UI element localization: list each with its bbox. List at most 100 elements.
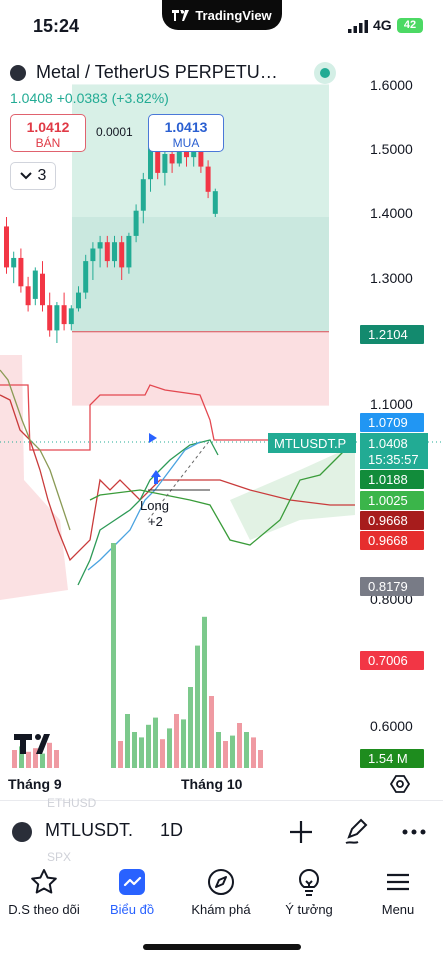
candle-body (25, 286, 31, 306)
nav-watchlist[interactable]: D.S theo dõi (0, 868, 88, 917)
tradingview-watermark-icon (14, 734, 50, 754)
last-price-badge (360, 433, 428, 469)
nav-explore-label: Khám phá (191, 902, 251, 917)
nav-ideas[interactable]: Ý tưởng (265, 868, 353, 917)
battery-icon: 42 (397, 18, 423, 33)
price-axis-tick: 1.5000 (370, 141, 413, 157)
volume-bar (139, 737, 144, 768)
volume-bar (237, 723, 242, 768)
price-axis-tick: 1.4000 (370, 205, 413, 221)
price-axis-badge-text: 0.8179 (368, 579, 408, 594)
candle-body (176, 144, 182, 164)
tradingview-logo-icon (172, 9, 190, 21)
volume-bar (230, 735, 235, 768)
tradingview-app-name: TradingView (195, 7, 272, 23)
lightbulb-icon (298, 869, 320, 896)
volume-bar (181, 719, 186, 768)
last-price: 1.0408 (10, 90, 53, 106)
price-chart[interactable]: Long+21.60001.50001.40001.30001.10000.80… (0, 50, 443, 800)
volume-bar (111, 543, 116, 768)
candle-body (76, 292, 81, 309)
ghost-symbol-top: ETHUSD (47, 796, 97, 810)
candle-body (162, 154, 168, 173)
nav-chart-label: Biểu đồ (109, 902, 155, 917)
volume-bar (33, 748, 38, 768)
price-axis-badge (360, 749, 424, 768)
candle-body (126, 235, 132, 268)
candle-body (104, 242, 110, 262)
volume-bar (174, 714, 179, 768)
volume-bar (47, 742, 52, 768)
price-axis-badge (360, 577, 424, 596)
price-axis-tick: 1.6000 (370, 77, 413, 93)
candle-body (18, 257, 24, 287)
buy-price: 1.0413 (164, 119, 208, 135)
tradingview-pill: TradingView (162, 0, 282, 30)
nav-chart[interactable]: Biểu đồ (88, 868, 176, 917)
cloud-green-area (230, 445, 355, 540)
volume-bar (160, 739, 165, 768)
price-change: +0.0383 (+3.82%) (56, 90, 169, 106)
price-axis-tick: 1.3000 (370, 270, 413, 286)
volume-bar (195, 645, 200, 768)
volume-bar (244, 732, 249, 768)
price-axis-badge-text: 1.0188 (368, 472, 408, 487)
buy-button[interactable]: 1.0413 MUA (148, 114, 224, 152)
candle-body (155, 135, 161, 173)
volume-bar (251, 737, 256, 768)
nav-explore[interactable]: Khám phá (177, 868, 265, 917)
toolbar-symbol-logo-icon (12, 822, 32, 842)
network-type: 4G (373, 17, 392, 33)
price-axis-badge (360, 531, 424, 550)
time-axis-label-sep: Tháng 9 (8, 776, 62, 792)
price-axis-badge (360, 325, 424, 344)
price-axis-badge-text: 1.0025 (368, 493, 408, 508)
symbol-toolbar (0, 800, 443, 863)
nav-menu[interactable]: Menu (354, 868, 442, 917)
long-arrow-icon (151, 470, 161, 484)
volume-bar (223, 741, 228, 768)
candle-body (169, 154, 175, 164)
volume-bar (216, 732, 221, 768)
volume-bar (167, 728, 172, 768)
price-axis-badge-text: 0.9668 (368, 533, 408, 548)
candle-body (212, 191, 218, 214)
price-axis-badge-text: 1.54 M (368, 751, 408, 766)
home-indicator (143, 944, 301, 950)
candle-body (61, 305, 67, 325)
candle-body (112, 242, 117, 262)
volume-bar (146, 724, 151, 768)
volume-bar (153, 717, 158, 768)
pen-icon[interactable] (344, 817, 370, 845)
plus-icon[interactable] (288, 819, 314, 845)
candle-body (47, 305, 53, 331)
position-label: Long (140, 498, 169, 513)
cloud-red-area (0, 355, 68, 600)
volume-bar (40, 753, 45, 768)
candle-body (32, 270, 38, 299)
price-axis-badge (360, 470, 424, 489)
toolbar-interval[interactable]: 1D (160, 820, 184, 840)
time-axis-label-oct: Tháng 10 (181, 776, 243, 792)
candle-body (54, 305, 60, 331)
chart-settings-icon[interactable] (390, 774, 410, 794)
nav-menu-label: Menu (381, 902, 415, 917)
market-open-icon[interactable] (314, 62, 336, 84)
indicators-toggle[interactable]: 3 (10, 162, 56, 190)
candle-body (119, 242, 125, 268)
more-icon[interactable] (401, 820, 427, 844)
spread-value: 0.0001 (96, 125, 133, 139)
symbol-title[interactable]: Metal / TetherUS PERPETU… (36, 62, 278, 82)
status-clock: 15:24 (33, 16, 80, 36)
price-axis-badge-text: 1.0709 (368, 415, 408, 430)
flag-marker-icon (149, 433, 157, 443)
candle-body (198, 147, 204, 167)
candle-body (97, 242, 103, 249)
candle-body (90, 248, 96, 262)
sell-button[interactable]: 1.0412 BÁN (10, 114, 86, 152)
toolbar-symbol[interactable]: MTLUSDT. (45, 820, 134, 840)
volume-bar (118, 741, 123, 768)
candle-body (140, 179, 146, 211)
candle-body (191, 147, 197, 158)
price-axis-badge (360, 651, 424, 670)
